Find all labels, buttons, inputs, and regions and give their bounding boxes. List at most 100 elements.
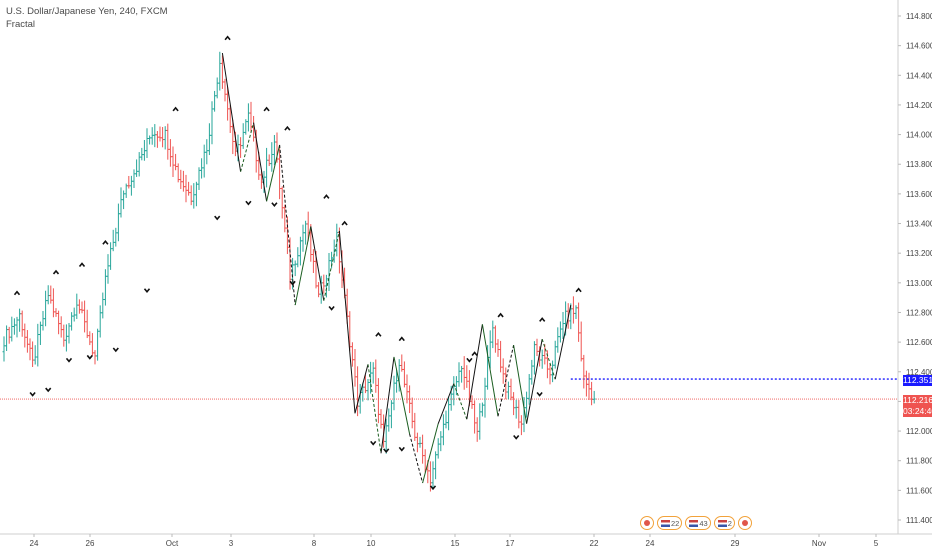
price-tick-label: 114.600 bbox=[906, 42, 932, 51]
fractal-line bbox=[240, 122, 255, 172]
fractal-line bbox=[554, 304, 572, 380]
fractal-up-marker bbox=[284, 125, 291, 131]
indicator-label[interactable]: Fractal bbox=[6, 19, 36, 30]
fractal-up-marker bbox=[263, 106, 270, 112]
time-tick-label: Nov bbox=[812, 539, 826, 548]
fractal-down-marker bbox=[29, 391, 36, 397]
us-flag-icon bbox=[717, 519, 727, 527]
fractal-down-marker bbox=[289, 280, 296, 286]
fractal-down-marker bbox=[398, 446, 405, 452]
last-price-badge: 112.216 bbox=[903, 395, 932, 406]
fractal-down-marker bbox=[429, 485, 437, 491]
fractal-up-marker bbox=[323, 194, 330, 199]
price-tick-label: 112.600 bbox=[906, 338, 932, 347]
time-tick-label: 8 bbox=[312, 539, 317, 548]
time-tick-label: 5 bbox=[874, 539, 879, 548]
fractal-line bbox=[437, 383, 455, 424]
event-marker[interactable] bbox=[640, 516, 654, 530]
event-count: 2 bbox=[671, 518, 676, 528]
fractal-line bbox=[279, 144, 296, 306]
fractal-down-marker bbox=[536, 391, 543, 397]
event-count: 3 bbox=[703, 518, 708, 528]
fractal-up-marker bbox=[78, 262, 86, 268]
fractal-up-marker bbox=[341, 220, 348, 226]
time-tick-label: 24 bbox=[646, 539, 655, 548]
fractal-line bbox=[422, 423, 439, 484]
fractal-line bbox=[541, 338, 556, 380]
chart-legend: U.S. Dollar/Japanese Yen, 240, FXCM Frac… bbox=[6, 5, 168, 31]
fractal-line bbox=[393, 356, 411, 435]
price-tick-label: 111.800 bbox=[906, 457, 932, 466]
fractal-up-marker bbox=[102, 240, 109, 245]
fractal-line bbox=[253, 122, 268, 202]
event-dot-icon bbox=[644, 520, 650, 526]
event-dot-icon bbox=[741, 520, 748, 526]
fractal-down-marker bbox=[513, 434, 520, 440]
fractal-line bbox=[481, 324, 499, 417]
event-count: 4 bbox=[699, 518, 704, 528]
fractal-up-marker bbox=[471, 351, 478, 356]
fractal-line bbox=[221, 52, 242, 172]
price-tick-label: 114.000 bbox=[906, 131, 932, 140]
fractal-down-marker bbox=[65, 357, 73, 363]
fractal-up-marker bbox=[224, 35, 231, 41]
fractal-line bbox=[323, 230, 340, 301]
time-tick-label: 10 bbox=[367, 539, 376, 548]
event-marker[interactable] bbox=[737, 516, 752, 530]
countdown-badge: 03:24:40 bbox=[903, 406, 932, 417]
fractal-up-marker bbox=[375, 331, 382, 337]
price-tick-label: 113.600 bbox=[906, 190, 932, 199]
time-tick-label: Oct bbox=[166, 539, 179, 548]
fractal-down-marker bbox=[245, 200, 252, 206]
event-marker[interactable]: 2 bbox=[713, 516, 735, 530]
fractal-line bbox=[497, 344, 515, 417]
fractal-line bbox=[266, 144, 281, 202]
fractal-up-marker bbox=[52, 269, 60, 275]
price-tick-label: 111.400 bbox=[906, 516, 932, 525]
fractal-line bbox=[526, 339, 543, 424]
fractal-down-marker bbox=[112, 347, 119, 353]
time-tick-label: 22 bbox=[590, 539, 599, 548]
price-tick-label: 113.800 bbox=[906, 160, 932, 169]
time-tick-label: 24 bbox=[30, 539, 39, 548]
time-tick-label: 3 bbox=[229, 539, 234, 548]
fractal-down-marker bbox=[143, 288, 151, 293]
fractal-up-marker bbox=[13, 290, 21, 296]
fractal-down-marker bbox=[466, 357, 473, 363]
event-count: 2 bbox=[727, 518, 732, 528]
fractal-down-marker bbox=[45, 387, 52, 393]
price-tick-label: 113.400 bbox=[906, 220, 932, 229]
fractal-up-marker bbox=[172, 106, 179, 112]
fractal-line bbox=[354, 364, 369, 414]
price-tick-label: 114.800 bbox=[906, 12, 932, 21]
us-flag-icon bbox=[661, 519, 670, 527]
event-count: 2 bbox=[675, 518, 680, 528]
fractal-down-marker bbox=[86, 354, 93, 360]
us-flag-icon bbox=[689, 519, 699, 527]
fractal-line bbox=[453, 383, 468, 420]
fractal-down-marker bbox=[370, 440, 377, 446]
price-tick-label: 112.800 bbox=[906, 308, 932, 317]
fractal-line bbox=[367, 364, 382, 454]
fractal-down-marker bbox=[383, 448, 390, 454]
price-tick-label: 112.400 bbox=[906, 368, 932, 377]
symbol-title: U.S. Dollar/Japanese Yen, 240, FXCM bbox=[6, 6, 168, 17]
fractal-line bbox=[310, 226, 325, 301]
time-tick-label: 26 bbox=[86, 539, 95, 548]
fractal-line bbox=[466, 324, 483, 420]
fractal-line bbox=[513, 345, 528, 424]
time-tick-label: 17 bbox=[506, 539, 515, 548]
price-tick-label: 114.200 bbox=[906, 101, 932, 110]
price-tick-label: 112.000 bbox=[906, 427, 932, 436]
fractal-up-marker bbox=[398, 336, 405, 342]
fractal-line bbox=[409, 433, 424, 484]
fractal-line bbox=[338, 230, 356, 414]
price-tick-label: 111.600 bbox=[906, 486, 932, 495]
fractal-down-marker bbox=[328, 306, 335, 311]
time-tick-label: 29 bbox=[731, 539, 740, 548]
fractal-up-marker bbox=[575, 287, 582, 293]
